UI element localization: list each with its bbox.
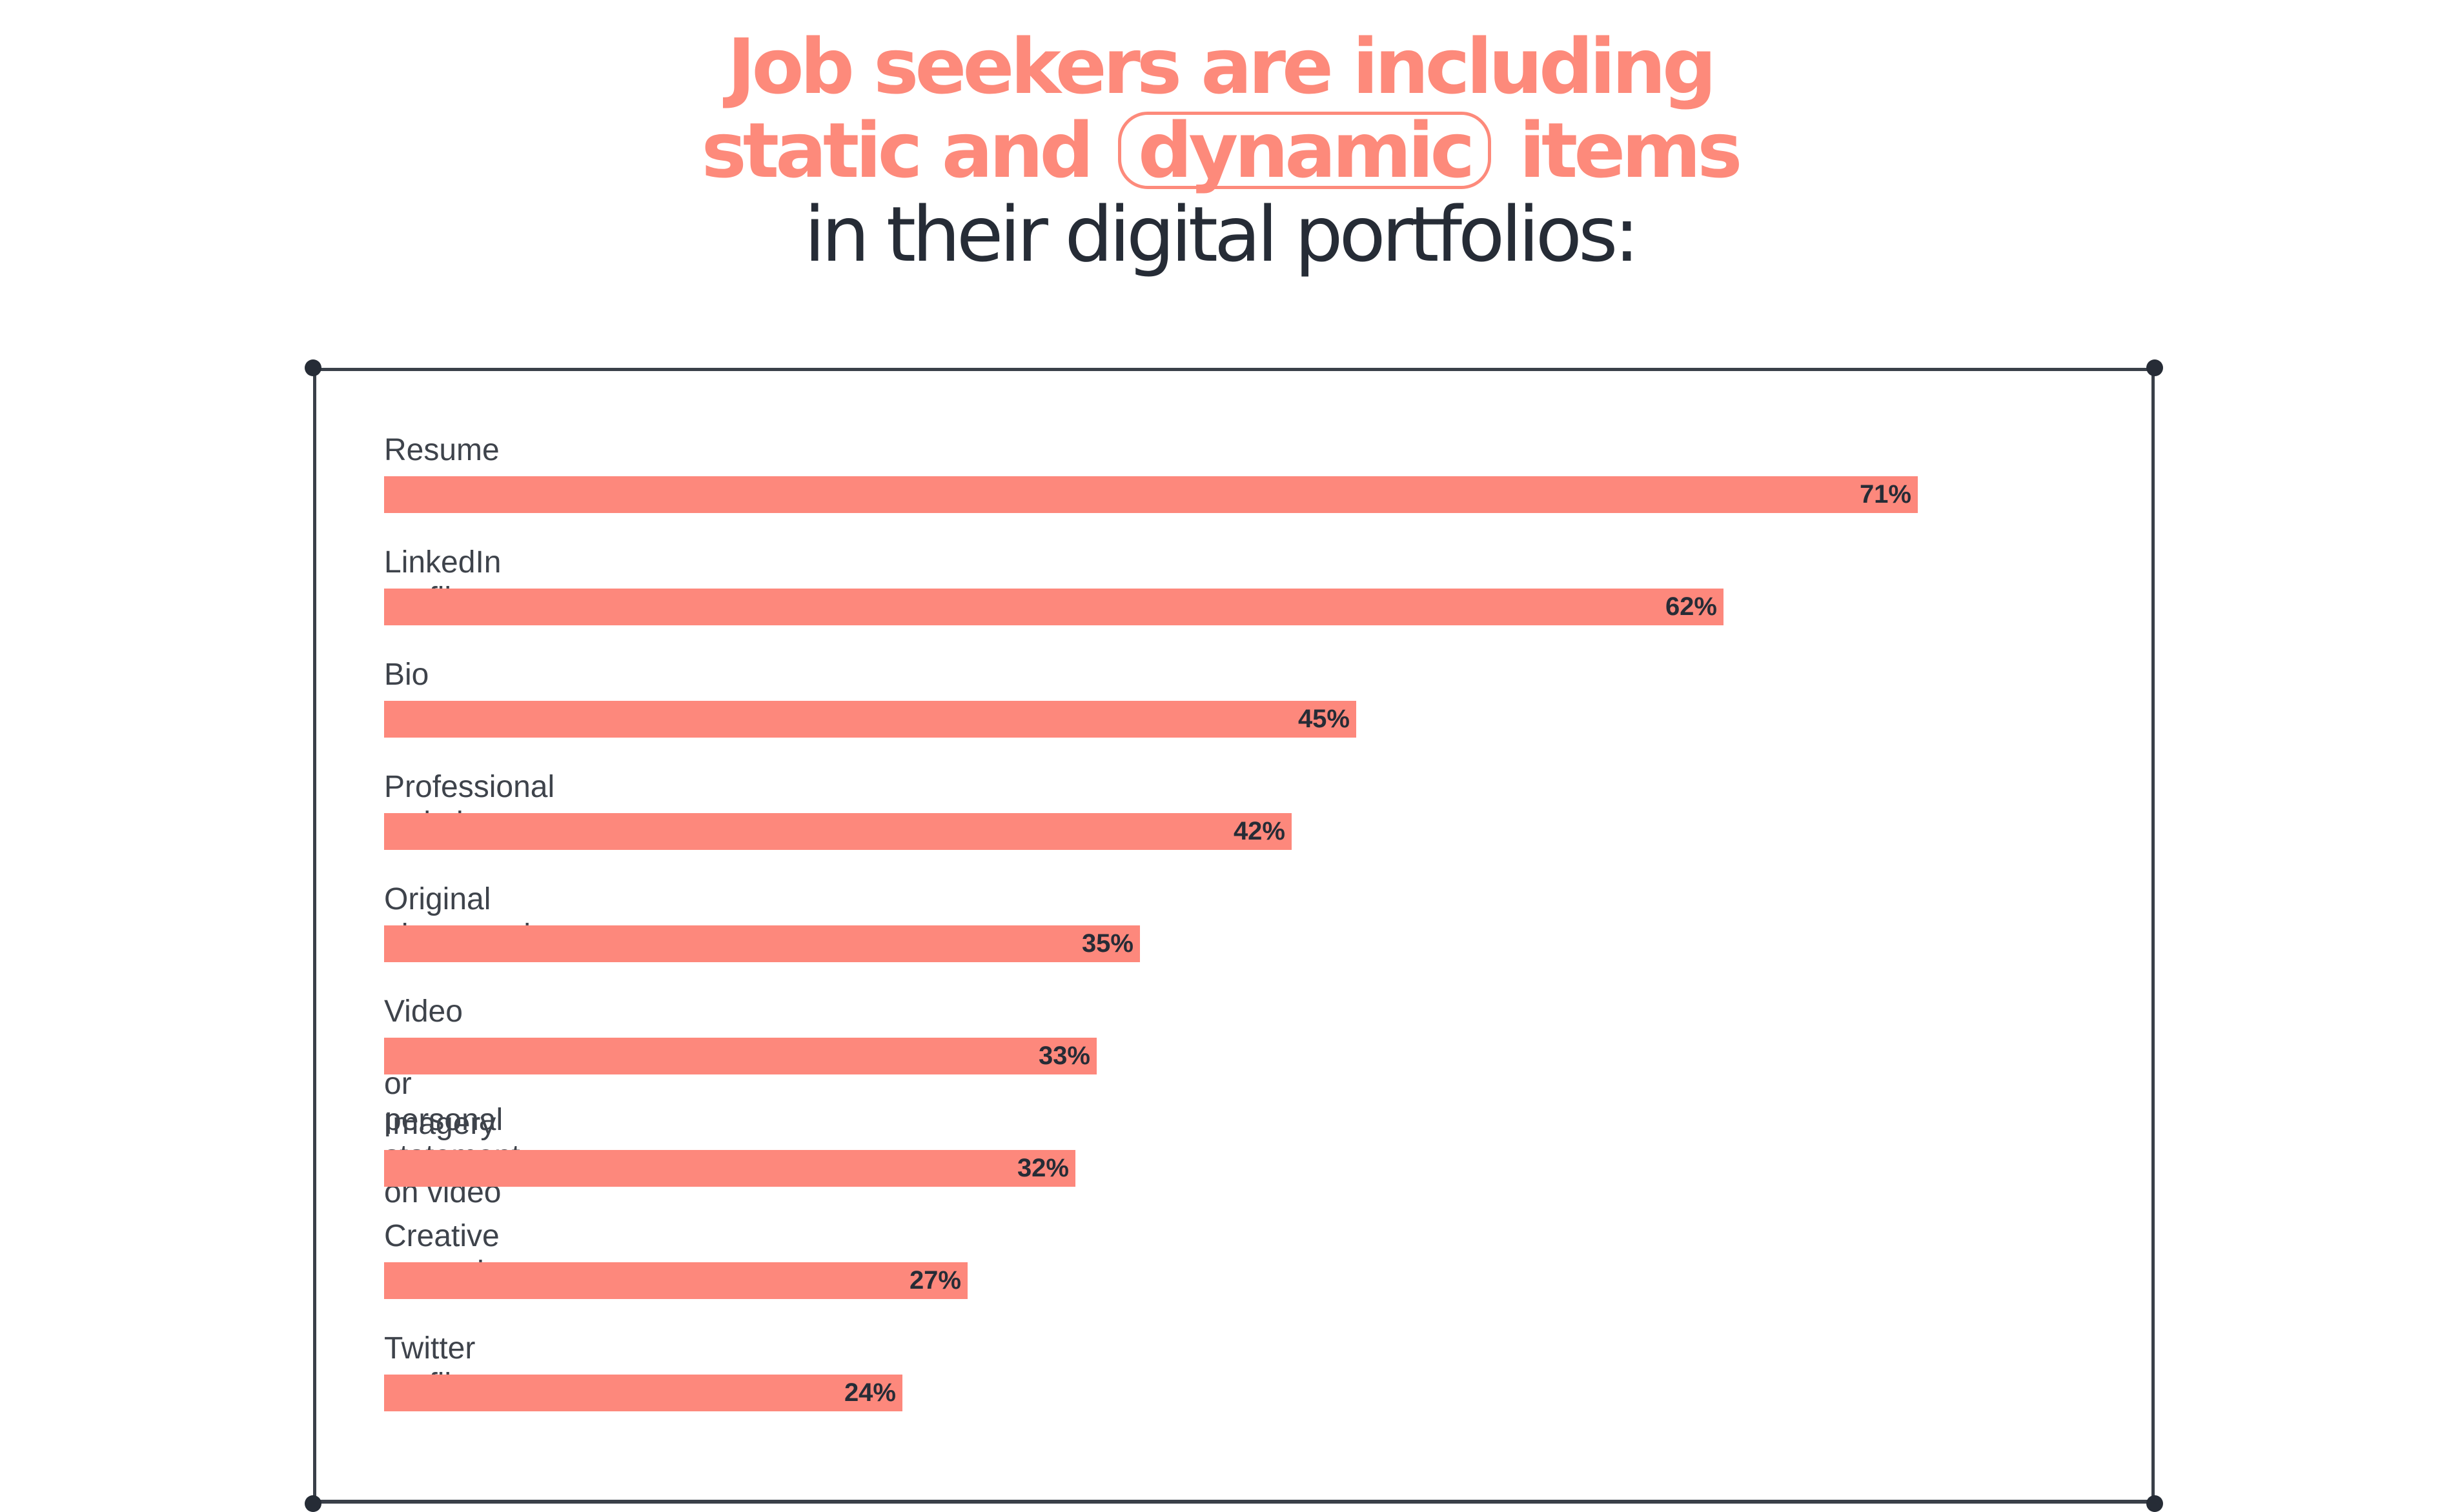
frame-corner-dot-top-left <box>305 359 321 376</box>
bar-label: Resume <box>384 433 500 467</box>
frame-corner-dot-bottom-left <box>305 1495 321 1512</box>
bar: 42% <box>384 813 1292 850</box>
title-static-and: static and <box>701 106 1094 195</box>
bar-value: 42% <box>1233 817 1285 845</box>
title-items: items <box>1519 106 1742 195</box>
chart-frame <box>313 368 2155 1504</box>
title-line-2: static and dynamic items <box>0 108 2440 192</box>
title-line-1: Job seekers are including <box>727 22 1717 111</box>
frame-corner-dot-bottom-right <box>2146 1495 2163 1512</box>
bar-value: 32% <box>1017 1154 1069 1182</box>
bar: 62% <box>384 589 1723 625</box>
bar-value: 27% <box>909 1266 961 1295</box>
title-line-3: in their digital portfolios: <box>804 190 1640 279</box>
bar: 35% <box>384 925 1140 962</box>
dynamic-highlight-pill: dynamic <box>1117 112 1492 189</box>
bar: 45% <box>384 701 1356 738</box>
bar: 71% <box>384 476 1918 513</box>
bar-value: 45% <box>1297 705 1350 733</box>
frame-corner-dot-top-right <box>2146 359 2163 376</box>
bar-label: Bio <box>384 658 429 692</box>
bar: 32% <box>384 1150 1075 1187</box>
bar-value: 71% <box>1859 480 1911 509</box>
bar-label: Imagery <box>384 1107 496 1141</box>
bar: 33% <box>384 1038 1097 1074</box>
bar-value: 24% <box>844 1378 896 1407</box>
bar-value: 33% <box>1038 1042 1090 1070</box>
chart-title: Job seekers are including static and dyn… <box>0 25 2440 276</box>
bar-value: 35% <box>1081 929 1134 958</box>
bar-value: 62% <box>1665 592 1717 621</box>
bar: 27% <box>384 1262 968 1299</box>
bar: 24% <box>384 1375 902 1411</box>
